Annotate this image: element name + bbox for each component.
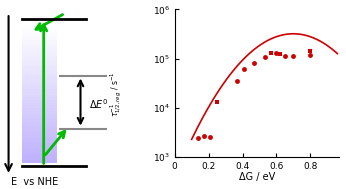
Bar bbox=[22, 53, 56, 56]
Bar bbox=[22, 146, 56, 149]
Bar bbox=[22, 75, 56, 78]
Bar bbox=[22, 94, 56, 97]
Bar bbox=[22, 72, 56, 75]
Bar bbox=[22, 124, 56, 127]
Bar bbox=[22, 140, 56, 143]
Bar bbox=[22, 86, 56, 89]
Bar bbox=[22, 51, 56, 54]
Bar bbox=[22, 40, 56, 43]
Bar bbox=[22, 149, 56, 152]
Bar bbox=[22, 34, 56, 37]
Bar bbox=[22, 100, 56, 103]
Bar bbox=[22, 108, 56, 111]
Bar bbox=[22, 132, 56, 135]
Bar bbox=[22, 110, 56, 114]
Bar bbox=[22, 129, 56, 133]
Bar bbox=[22, 61, 56, 65]
Bar bbox=[22, 113, 56, 116]
Bar bbox=[22, 67, 56, 70]
Bar bbox=[22, 26, 56, 29]
Bar bbox=[22, 78, 56, 81]
Bar bbox=[22, 64, 56, 67]
Text: $\tau^{-1}_{1/2,reg}$ / s$^{-1}$: $\tau^{-1}_{1/2,reg}$ / s$^{-1}$ bbox=[109, 72, 124, 117]
Bar bbox=[22, 91, 56, 94]
Bar bbox=[22, 97, 56, 100]
Bar bbox=[22, 89, 56, 92]
Bar bbox=[22, 83, 56, 86]
Bar bbox=[22, 42, 56, 46]
Bar bbox=[22, 48, 56, 51]
Bar bbox=[22, 121, 56, 124]
Bar bbox=[22, 143, 56, 146]
X-axis label: ΔG / eV: ΔG / eV bbox=[239, 172, 275, 182]
Bar bbox=[22, 29, 56, 32]
Bar bbox=[22, 70, 56, 73]
Bar bbox=[22, 32, 56, 35]
Bar bbox=[22, 154, 56, 157]
Text: E  vs NHE: E vs NHE bbox=[11, 177, 58, 187]
Text: $\Delta E^0$: $\Delta E^0$ bbox=[89, 97, 109, 111]
Bar bbox=[22, 105, 56, 108]
Bar bbox=[22, 138, 56, 141]
Bar bbox=[22, 102, 56, 105]
Bar bbox=[22, 151, 56, 154]
Bar bbox=[22, 160, 56, 163]
Bar bbox=[22, 81, 56, 84]
Bar bbox=[22, 59, 56, 62]
Bar bbox=[22, 45, 56, 48]
Bar bbox=[22, 56, 56, 59]
Bar bbox=[22, 135, 56, 138]
Bar bbox=[22, 37, 56, 40]
Bar bbox=[22, 119, 56, 122]
Bar bbox=[22, 157, 56, 160]
Bar bbox=[22, 116, 56, 119]
Bar bbox=[22, 127, 56, 130]
